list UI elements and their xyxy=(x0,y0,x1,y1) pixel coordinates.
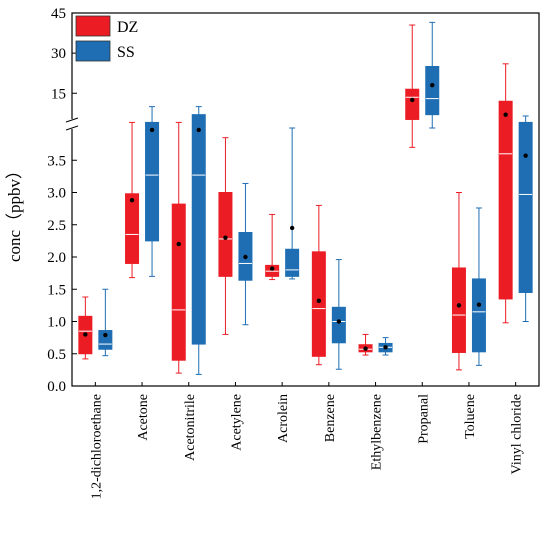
y-tick-label: 15 xyxy=(51,86,66,102)
box-ss-5 xyxy=(331,259,346,370)
box-iqr xyxy=(171,203,186,361)
mean-point xyxy=(456,303,462,308)
box-iqr xyxy=(331,306,346,344)
legend-label-dz: DZ xyxy=(117,19,138,36)
plot-frame xyxy=(71,12,540,387)
mean-point xyxy=(196,127,201,133)
y-tick-label: 0.5 xyxy=(47,347,66,363)
legend-swatch-ss xyxy=(75,40,111,62)
mean-point xyxy=(129,198,135,203)
box-ss-6 xyxy=(378,337,393,356)
box-iqr xyxy=(498,100,513,300)
box-ss-1 xyxy=(145,106,160,277)
box-iqr xyxy=(311,251,326,357)
box-dz-1 xyxy=(125,121,140,279)
category-label: Propanal xyxy=(416,394,431,444)
box-dz-3 xyxy=(218,137,233,335)
box-iqr xyxy=(471,278,486,353)
box-ss-9 xyxy=(518,115,533,322)
category-label: Ethylbenzene xyxy=(370,394,385,470)
mean-point xyxy=(103,332,108,338)
box-dz-5 xyxy=(311,204,326,366)
axis-break-mark-upper xyxy=(65,117,79,123)
y-tick-label: 3.0 xyxy=(47,186,66,202)
y-tick-label: 1.0 xyxy=(47,315,66,331)
box-dz-7 xyxy=(405,24,420,148)
y-tick-label: 2.0 xyxy=(47,250,66,266)
category-label: Acetone xyxy=(136,394,151,441)
category-label: Acetylene xyxy=(229,394,244,451)
mean-point xyxy=(223,235,228,240)
box-iqr xyxy=(425,66,440,116)
y-tick-label: 45 xyxy=(51,6,66,22)
mean-point xyxy=(410,97,415,103)
y-tick-label: 0.0 xyxy=(47,379,66,395)
box-iqr xyxy=(145,121,160,242)
box-iqr xyxy=(285,248,300,277)
box-dz-4 xyxy=(265,213,280,281)
box-iqr xyxy=(191,114,206,345)
mean-point xyxy=(336,319,342,324)
box-ss-4 xyxy=(285,127,300,280)
y-tick-label: 2.5 xyxy=(47,218,66,234)
box-ss-7 xyxy=(425,21,440,129)
y-tick-label: 3.5 xyxy=(47,153,66,169)
box-iqr xyxy=(125,193,140,264)
legend-label-ss: SS xyxy=(117,44,135,61)
mean-point xyxy=(476,302,482,307)
box-ss-3 xyxy=(238,182,253,326)
mean-point xyxy=(316,298,322,304)
mean-point xyxy=(243,254,248,260)
legend-swatch-dz xyxy=(75,15,111,37)
mean-point xyxy=(503,112,508,117)
box-ss-0 xyxy=(98,288,113,357)
box-dz-0 xyxy=(78,296,93,360)
box-iqr xyxy=(218,192,233,277)
box-dz-9 xyxy=(498,63,513,324)
category-label: Vinyl chloride xyxy=(510,394,525,474)
box-iqr xyxy=(518,121,533,293)
legend: DZ SS xyxy=(75,15,138,62)
mean-point xyxy=(523,153,528,158)
mean-point xyxy=(149,127,155,133)
box-dz-2 xyxy=(171,121,186,374)
mean-point xyxy=(83,332,88,337)
category-label: Acrolein xyxy=(276,394,291,443)
mean-point xyxy=(176,241,181,247)
mean-point xyxy=(383,345,388,350)
box-ss-8 xyxy=(471,207,486,366)
axis-break-gap xyxy=(66,119,78,129)
box-iqr xyxy=(451,267,466,353)
box-iqr xyxy=(405,88,420,120)
axis-break-mark-lower xyxy=(65,125,79,131)
category-label: Toluene xyxy=(463,394,478,439)
box-ss-2 xyxy=(191,106,206,375)
y-axis-title: conc（ppbv） xyxy=(5,162,24,262)
box-dz-8 xyxy=(451,192,466,371)
y-tick-label: 30 xyxy=(51,46,66,62)
mean-point xyxy=(269,266,275,271)
category-label: 1,2-dichloroethane xyxy=(89,394,104,499)
y-tick-label: 1.5 xyxy=(47,282,66,298)
category-label: Acetonitrile xyxy=(183,394,198,461)
category-label: Benzene xyxy=(323,394,338,442)
mean-point xyxy=(430,83,435,88)
mean-point xyxy=(363,346,368,351)
mean-point xyxy=(289,225,295,231)
box-dz-6 xyxy=(358,333,373,356)
